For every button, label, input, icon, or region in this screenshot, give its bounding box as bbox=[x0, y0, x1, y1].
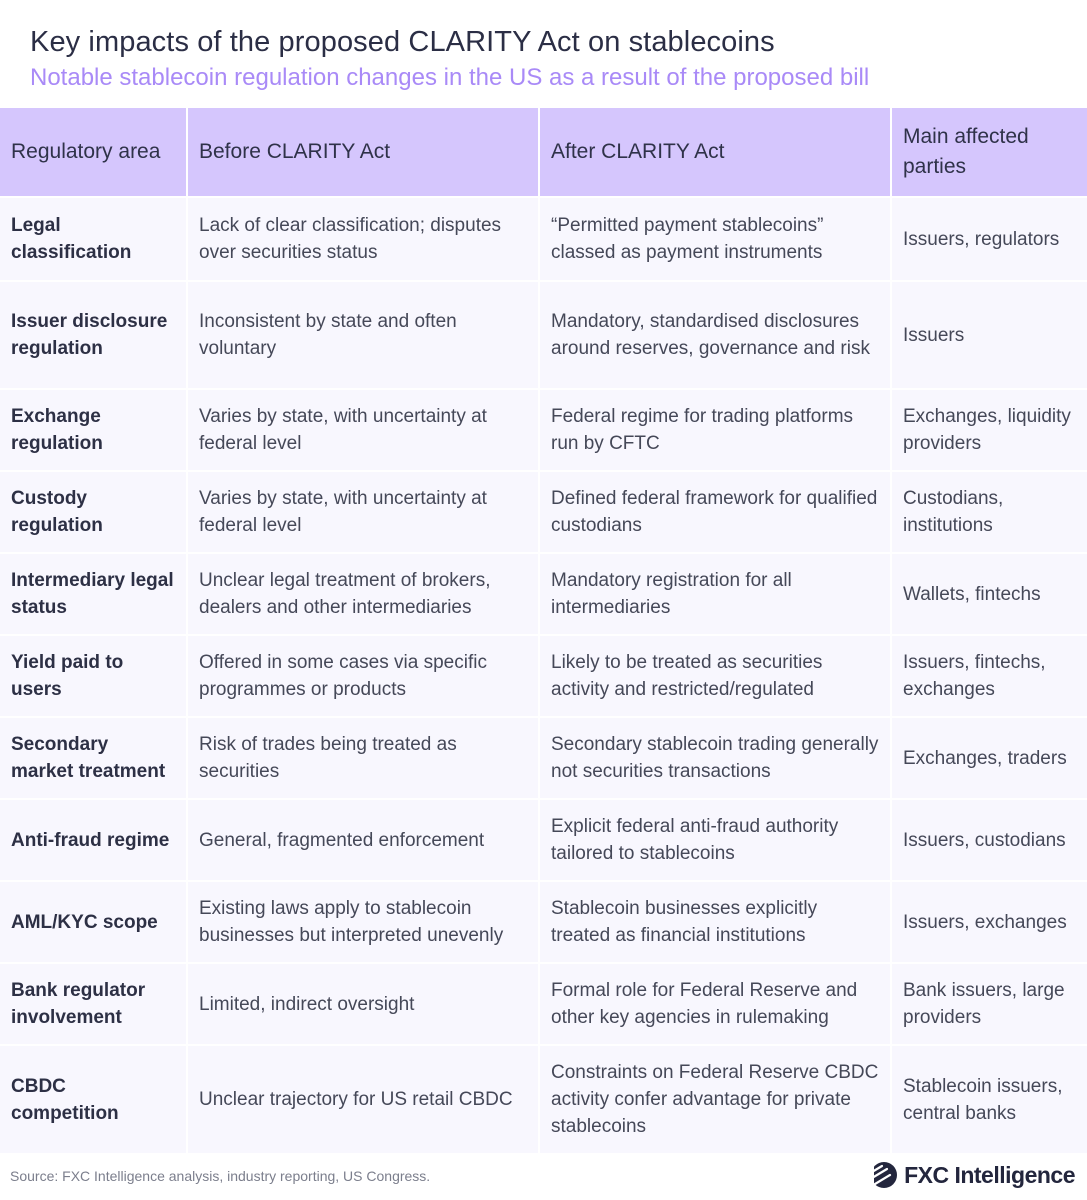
cell-before: Varies by state, with uncertainty at fed… bbox=[187, 470, 540, 553]
table-header-row: Regulatory area Before CLARITY Act After… bbox=[0, 108, 1087, 197]
cell-after: Secondary stablecoin trading generally n… bbox=[539, 716, 892, 799]
column-header-before: Before CLARITY Act bbox=[187, 108, 540, 197]
cell-parties: Exchanges, liquidity providers bbox=[891, 388, 1087, 471]
table-row: Intermediary legal status Unclear legal … bbox=[0, 552, 1087, 635]
cell-parties: Issuers bbox=[891, 280, 1087, 389]
table-row: Bank regulator involvement Limited, indi… bbox=[0, 962, 1087, 1045]
fxc-globe-icon bbox=[870, 1161, 898, 1189]
cell-area: CBDC competition bbox=[0, 1044, 188, 1153]
table-row: Issuer disclosure regulation Inconsisten… bbox=[0, 280, 1087, 389]
page-title: Key impacts of the proposed CLARITY Act … bbox=[30, 26, 775, 58]
cell-parties: Issuers, regulators bbox=[891, 196, 1087, 281]
fxc-logo: FXC Intelligence bbox=[870, 1161, 1075, 1189]
cell-before: Unclear legal treatment of brokers, deal… bbox=[187, 552, 540, 635]
table-row: Exchange regulation Varies by state, wit… bbox=[0, 388, 1087, 471]
cell-parties: Issuers, exchanges bbox=[891, 880, 1087, 963]
cell-area: Legal classification bbox=[0, 196, 188, 281]
cell-before: Limited, indirect oversight bbox=[187, 962, 540, 1045]
table-row: AML/KYC scope Existing laws apply to sta… bbox=[0, 880, 1087, 963]
cell-parties: Exchanges, traders bbox=[891, 716, 1087, 799]
cell-after: Federal regime for trading platforms run… bbox=[539, 388, 892, 471]
cell-area: Issuer disclosure regulation bbox=[0, 280, 188, 389]
cell-before: General, fragmented enforcement bbox=[187, 798, 540, 881]
cell-parties: Bank issuers, large providers bbox=[891, 962, 1087, 1045]
cell-before: Unclear trajectory for US retail CBDC bbox=[187, 1044, 540, 1153]
cell-after: Mandatory registration for all intermedi… bbox=[539, 552, 892, 635]
table-row: Custody regulation Varies by state, with… bbox=[0, 470, 1087, 553]
cell-before: Inconsistent by state and often voluntar… bbox=[187, 280, 540, 389]
cell-before: Existing laws apply to stablecoin busine… bbox=[187, 880, 540, 963]
cell-area: Intermediary legal status bbox=[0, 552, 188, 635]
cell-area: Secondary market treatment bbox=[0, 716, 188, 799]
cell-area: Anti-fraud regime bbox=[0, 798, 188, 881]
cell-parties: Issuers, fintechs, exchanges bbox=[891, 634, 1087, 717]
source-note: Source: FXC Intelligence analysis, indus… bbox=[10, 1168, 431, 1184]
cell-before: Lack of clear classification; disputes o… bbox=[187, 196, 540, 281]
cell-after: Stablecoin businesses explicitly treated… bbox=[539, 880, 892, 963]
cell-after: Likely to be treated as securities activ… bbox=[539, 634, 892, 717]
table-row: Anti-fraud regime General, fragmented en… bbox=[0, 798, 1087, 881]
cell-parties: Wallets, fintechs bbox=[891, 552, 1087, 635]
cell-after: “Permitted payment stablecoins” classed … bbox=[539, 196, 892, 281]
cell-area: AML/KYC scope bbox=[0, 880, 188, 963]
cell-area: Yield paid to users bbox=[0, 634, 188, 717]
logo-text: FXC Intelligence bbox=[904, 1161, 1075, 1188]
cell-area: Bank regulator involvement bbox=[0, 962, 188, 1045]
table-row: Legal classification Lack of clear class… bbox=[0, 196, 1087, 281]
cell-area: Exchange regulation bbox=[0, 388, 188, 471]
cell-parties: Issuers, custodians bbox=[891, 798, 1087, 881]
page-subtitle: Notable stablecoin regulation changes in… bbox=[30, 64, 870, 91]
cell-after: Mandatory, standardised disclosures arou… bbox=[539, 280, 892, 389]
cell-parties: Stablecoin issuers, central banks bbox=[891, 1044, 1087, 1153]
cell-before: Offered in some cases via specific progr… bbox=[187, 634, 540, 717]
column-header-after: After CLARITY Act bbox=[539, 108, 892, 197]
cell-area: Custody regulation bbox=[0, 470, 188, 553]
table-row: Yield paid to users Offered in some case… bbox=[0, 634, 1087, 717]
cell-before: Risk of trades being treated as securiti… bbox=[187, 716, 540, 799]
column-header-regulatory-area: Regulatory area bbox=[0, 108, 188, 197]
cell-after: Explicit federal anti-fraud authority ta… bbox=[539, 798, 892, 881]
impacts-table: Regulatory area Before CLARITY Act After… bbox=[0, 108, 1087, 1153]
table-row: Secondary market treatment Risk of trade… bbox=[0, 716, 1087, 799]
table-row: CBDC competition Unclear trajectory for … bbox=[0, 1044, 1087, 1153]
cell-after: Formal role for Federal Reserve and othe… bbox=[539, 962, 892, 1045]
cell-after: Defined federal framework for qualified … bbox=[539, 470, 892, 553]
cell-before: Varies by state, with uncertainty at fed… bbox=[187, 388, 540, 471]
column-header-parties: Main affected parties bbox=[891, 108, 1087, 197]
table-body: Legal classification Lack of clear class… bbox=[0, 196, 1087, 1153]
cell-parties: Custodians, institutions bbox=[891, 470, 1087, 553]
cell-after: Constraints on Federal Reserve CBDC acti… bbox=[539, 1044, 892, 1153]
